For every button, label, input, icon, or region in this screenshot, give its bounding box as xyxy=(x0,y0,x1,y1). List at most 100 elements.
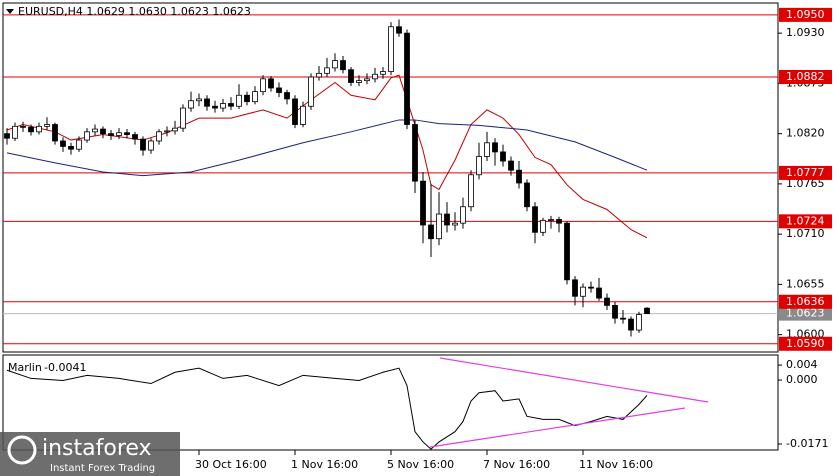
candle-body xyxy=(212,105,218,109)
level-label: 1.0882 xyxy=(786,70,825,83)
candle-body xyxy=(572,279,578,297)
candle-body xyxy=(132,134,138,140)
moving-average xyxy=(6,119,648,177)
candle-body xyxy=(164,130,170,133)
candle-body xyxy=(108,133,114,136)
y-tick-label: 0.004 xyxy=(786,358,818,371)
current-price-label: 1.0623 xyxy=(786,307,825,320)
indicator-title: Marlin xyxy=(8,361,42,374)
candle-body xyxy=(620,317,626,320)
level-label: 1.0777 xyxy=(786,166,825,179)
candle-body xyxy=(412,124,418,182)
candle-body xyxy=(268,78,274,89)
candle-body xyxy=(460,206,466,224)
candle-body xyxy=(500,151,506,162)
candle-body xyxy=(396,26,402,34)
candle-body xyxy=(252,91,258,103)
trendline xyxy=(429,407,686,448)
candle-body xyxy=(532,206,538,233)
y-tick-label: 1.0820 xyxy=(786,127,825,140)
candle-body xyxy=(244,94,250,103)
candle-body xyxy=(444,213,450,226)
candle-body xyxy=(52,124,58,142)
current-price-box xyxy=(779,306,832,321)
candle-body xyxy=(508,160,514,171)
watermark-icon xyxy=(7,435,37,465)
candle-body xyxy=(388,26,394,72)
level-box xyxy=(779,165,832,180)
level-label: 1.0950 xyxy=(786,8,825,21)
candle-body xyxy=(4,133,10,139)
candle-body xyxy=(644,307,650,315)
x-tick-label: 5 Nov 16:00 xyxy=(387,458,454,471)
y-tick-label: 0.000 xyxy=(786,373,818,386)
y-tick-label: 1.0655 xyxy=(786,277,825,290)
candle-body xyxy=(236,94,242,107)
candle-body xyxy=(556,219,562,224)
candle-body xyxy=(292,98,298,125)
candle-body xyxy=(76,139,82,150)
candle-body xyxy=(492,142,498,153)
candle-body xyxy=(44,124,50,127)
candle-body xyxy=(380,71,386,75)
candle-body xyxy=(364,78,370,82)
candle-body xyxy=(228,103,234,107)
candle-body xyxy=(332,60,338,69)
header-arrow xyxy=(6,9,14,14)
x-tick-label: 7 Nov 16:00 xyxy=(483,458,550,471)
candle-body xyxy=(404,32,410,125)
candle-body xyxy=(156,131,162,142)
candle-body xyxy=(28,126,34,133)
level-box xyxy=(779,70,832,85)
candle-body xyxy=(124,132,130,135)
level-box xyxy=(779,214,832,229)
y-tick-label: 1.0930 xyxy=(786,26,825,39)
candle-body xyxy=(628,318,634,331)
candle-body xyxy=(196,98,202,102)
candle-body xyxy=(204,98,210,107)
candle-body xyxy=(100,128,106,135)
y-tick-label: -0.0171 xyxy=(786,437,828,450)
candle-body xyxy=(588,286,594,289)
candle-body xyxy=(12,125,18,139)
candle-body xyxy=(68,146,74,150)
candle-body xyxy=(116,132,122,136)
candle-body xyxy=(140,138,146,151)
candle-body xyxy=(548,219,554,221)
candle-body xyxy=(604,297,610,306)
x-tick-label: 30 Oct 16:00 xyxy=(195,458,267,471)
candle-body xyxy=(428,224,434,240)
candle-body xyxy=(612,305,618,319)
candle-body xyxy=(420,180,426,226)
candle-body xyxy=(260,78,266,93)
x-tick-label: 1 Nov 16:00 xyxy=(291,458,358,471)
candle-body xyxy=(540,220,546,233)
candle-body xyxy=(300,105,306,125)
candle-body xyxy=(84,131,90,141)
trendline xyxy=(439,357,709,403)
candle-body xyxy=(564,222,570,281)
candle-body xyxy=(60,140,66,147)
candle-body xyxy=(340,60,346,71)
candle-body xyxy=(452,222,458,226)
candle-body xyxy=(180,107,186,129)
candle-body xyxy=(580,286,586,297)
y-tick-label: 1.0765 xyxy=(786,177,825,190)
candle-body xyxy=(372,73,378,80)
candle-body xyxy=(348,69,354,83)
candle-body xyxy=(148,140,154,151)
level-box xyxy=(779,294,832,309)
candle-body xyxy=(92,128,98,133)
level-label: 1.0724 xyxy=(786,214,825,227)
candle-body xyxy=(356,80,362,83)
watermark-tagline: Instant Forex Trading xyxy=(50,463,155,474)
y-tick-label: 1.0710 xyxy=(786,227,825,240)
candle-body xyxy=(636,314,642,331)
level-label: 1.0636 xyxy=(786,295,825,308)
candle-body xyxy=(468,174,474,208)
level-box xyxy=(779,7,832,22)
candle-body xyxy=(516,169,522,184)
chart-header: EURUSD,H4 1.0629 1.0630 1.0623 1.0623 xyxy=(18,5,251,18)
candle-body xyxy=(596,287,602,299)
